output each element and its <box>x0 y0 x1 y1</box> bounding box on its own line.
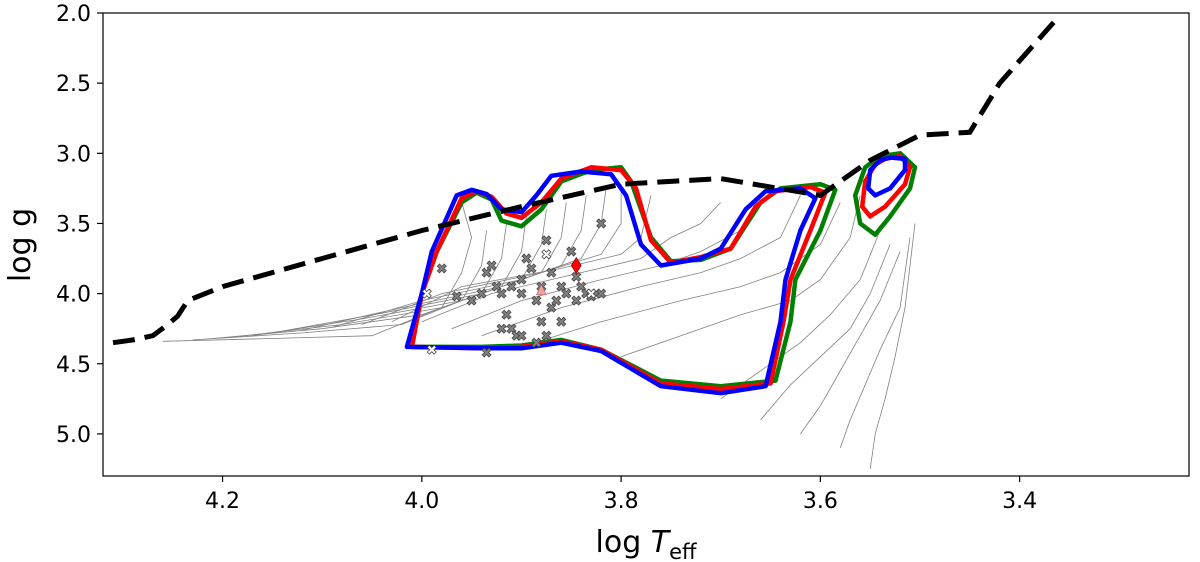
contour-green <box>852 151 918 237</box>
x-tick-label: 4.0 <box>404 489 439 514</box>
star-marker <box>466 295 477 306</box>
star-marker <box>481 267 492 278</box>
star-marker <box>516 288 527 299</box>
star-marker <box>546 302 557 313</box>
y-tick-label: 3.0 <box>56 142 91 167</box>
x-axis-ticks: 4.2 4.0 3.8 3.6 3.4 <box>205 476 1037 514</box>
star-marker <box>531 337 542 348</box>
star-marker <box>521 253 532 264</box>
y-axis-label: log g <box>3 208 38 282</box>
star-marker <box>551 295 562 306</box>
evolution-track <box>332 188 607 328</box>
star-marker <box>476 288 487 299</box>
boundary-line <box>112 14 1062 346</box>
evolution-track <box>361 184 622 325</box>
star-marker <box>561 288 572 299</box>
star-marker <box>556 316 567 327</box>
diamond-marker <box>570 256 582 275</box>
x-tick-label: 3.4 <box>1002 489 1037 514</box>
star-marker <box>596 288 607 299</box>
evolution-track <box>800 251 901 435</box>
x-axis-label-sub: eff <box>669 540 697 562</box>
x-tick-label: 3.8 <box>604 489 639 514</box>
star-marker <box>531 295 542 306</box>
star-marker <box>496 288 507 299</box>
evolution-track <box>760 244 891 421</box>
y-axis-ticks: 2.0 2.5 3.0 3.5 4.0 4.5 5.0 <box>56 2 103 448</box>
star-marker <box>546 267 557 278</box>
star-marker <box>481 347 492 358</box>
y-tick-label: 2.5 <box>56 72 91 97</box>
star-marker <box>571 295 582 306</box>
star-marker-open <box>541 249 552 260</box>
star-marker <box>576 281 587 292</box>
x-axis-label-main: log <box>596 525 651 560</box>
plot-frame <box>102 12 1190 477</box>
plot-background <box>103 13 1189 476</box>
triangle-marker <box>535 284 547 296</box>
star-marker <box>496 323 507 334</box>
star-marker <box>486 260 497 271</box>
evolution-track <box>869 223 916 470</box>
y-tick-label: 3.5 <box>56 212 91 237</box>
star-marker <box>501 309 512 320</box>
evolution-track <box>720 230 881 400</box>
evolution-track <box>839 237 911 449</box>
star-marker <box>556 281 567 292</box>
star-marker <box>536 316 547 327</box>
star-marker <box>451 291 462 302</box>
star-marker <box>506 323 517 334</box>
x-axis-label: log Teff <box>596 525 698 562</box>
evolution-track <box>391 195 652 323</box>
star-marker <box>526 263 537 274</box>
evolution-track <box>481 195 801 337</box>
boundary-dashed-line <box>112 14 1062 346</box>
star-marker <box>571 271 582 282</box>
evolution-track <box>521 202 841 348</box>
evolution-track <box>192 230 487 341</box>
y-tick-label: 5.0 <box>56 423 91 448</box>
star-marker <box>506 281 517 292</box>
evolution-track <box>421 202 721 323</box>
x-axis-label-italic: T <box>651 525 672 560</box>
y-tick-label: 4.0 <box>56 283 91 308</box>
star-marker-open <box>426 344 437 355</box>
x-tick-label: 4.2 <box>205 489 240 514</box>
evolution-tracks <box>162 184 916 470</box>
y-tick-label: 2.0 <box>56 2 91 27</box>
contour-blue <box>865 155 908 198</box>
star-marker <box>596 218 607 229</box>
star-marker-open <box>421 288 432 299</box>
star-marker <box>491 281 502 292</box>
x-tick-label: 3.6 <box>803 489 838 514</box>
star-marker <box>516 330 527 341</box>
star-marker <box>516 274 527 285</box>
y-tick-label: 4.5 <box>56 353 91 378</box>
star-marker <box>541 330 552 341</box>
star-markers <box>421 218 607 358</box>
star-marker <box>436 263 447 274</box>
star-marker <box>541 235 552 246</box>
evolution-track <box>620 195 861 358</box>
star-marker <box>566 246 577 257</box>
contour-lines <box>404 151 918 396</box>
contour-blue <box>404 169 818 396</box>
star-marker-open <box>586 288 597 299</box>
